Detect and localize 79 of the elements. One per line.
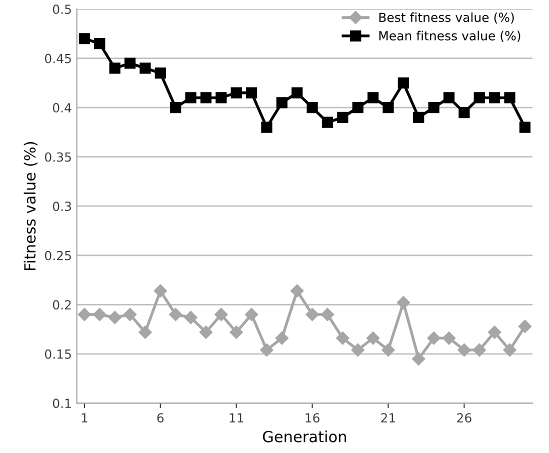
point bbox=[244, 308, 258, 322]
x-tick-label: 16 bbox=[306, 413, 320, 423]
point bbox=[428, 102, 440, 114]
point bbox=[413, 112, 424, 123]
point bbox=[519, 122, 530, 133]
point bbox=[275, 332, 288, 345]
point bbox=[109, 62, 120, 74]
point bbox=[458, 106, 470, 118]
point bbox=[260, 343, 274, 357]
point bbox=[504, 92, 516, 104]
y-axis-title: Fitness value (%) bbox=[24, 142, 38, 270]
point bbox=[214, 308, 228, 322]
point bbox=[123, 308, 137, 322]
point bbox=[472, 343, 486, 357]
point bbox=[246, 87, 258, 98]
point bbox=[138, 326, 152, 339]
y-tick-label: 0.35 bbox=[44, 152, 71, 162]
point bbox=[366, 332, 380, 345]
point bbox=[352, 102, 364, 114]
point bbox=[124, 58, 136, 69]
point bbox=[185, 92, 196, 104]
point bbox=[78, 308, 92, 322]
point bbox=[382, 343, 395, 357]
point bbox=[336, 332, 350, 345]
point bbox=[412, 352, 426, 366]
point bbox=[337, 112, 348, 123]
point bbox=[230, 326, 243, 339]
point bbox=[322, 116, 334, 128]
x-tick-label: 6 bbox=[157, 413, 164, 423]
point bbox=[442, 332, 456, 345]
point bbox=[230, 87, 242, 98]
point bbox=[320, 308, 334, 322]
x-tick-label: 11 bbox=[230, 413, 244, 422]
y-tick-label: 0.3 bbox=[52, 202, 71, 212]
point bbox=[458, 343, 471, 357]
point bbox=[216, 92, 227, 104]
point bbox=[518, 320, 532, 333]
y-tick-label: 0.45 bbox=[44, 54, 71, 64]
legend-label: Best fitness value (%) bbox=[379, 12, 514, 24]
point bbox=[290, 284, 304, 298]
y-tick-label: 0.1 bbox=[52, 398, 71, 408]
point bbox=[488, 326, 502, 339]
point bbox=[94, 38, 106, 50]
point bbox=[489, 92, 500, 104]
point bbox=[261, 122, 272, 133]
point bbox=[396, 296, 410, 310]
point bbox=[474, 92, 485, 104]
y-tick-label: 0.25 bbox=[44, 250, 71, 260]
x-tick-label: 1 bbox=[82, 413, 88, 422]
point bbox=[170, 102, 182, 114]
point bbox=[200, 92, 212, 104]
point bbox=[398, 77, 409, 89]
y-tick-label: 0.4 bbox=[52, 103, 72, 113]
point bbox=[351, 343, 364, 357]
point bbox=[382, 102, 394, 114]
point bbox=[427, 332, 440, 345]
point bbox=[503, 343, 516, 357]
x-axis-title: Generation bbox=[262, 430, 346, 442]
point bbox=[306, 308, 319, 322]
point bbox=[184, 310, 198, 324]
point bbox=[154, 284, 167, 298]
x-tick-label: 21 bbox=[381, 413, 396, 422]
point bbox=[276, 97, 288, 108]
point bbox=[154, 68, 166, 79]
point bbox=[367, 92, 379, 104]
point bbox=[199, 326, 213, 339]
point bbox=[443, 92, 455, 104]
point bbox=[108, 310, 122, 324]
point bbox=[78, 33, 90, 44]
y-tick-label: 0.2 bbox=[52, 300, 71, 310]
point bbox=[306, 102, 318, 114]
x-tick-label: 26 bbox=[457, 413, 472, 423]
legend-label: Mean fitness value (%) bbox=[379, 30, 520, 42]
y-tick-label: 0.15 bbox=[44, 349, 71, 359]
point bbox=[169, 308, 182, 322]
point bbox=[93, 308, 106, 322]
point bbox=[292, 87, 303, 98]
y-tick-label: 0.5 bbox=[52, 4, 71, 14]
point bbox=[140, 62, 151, 74]
